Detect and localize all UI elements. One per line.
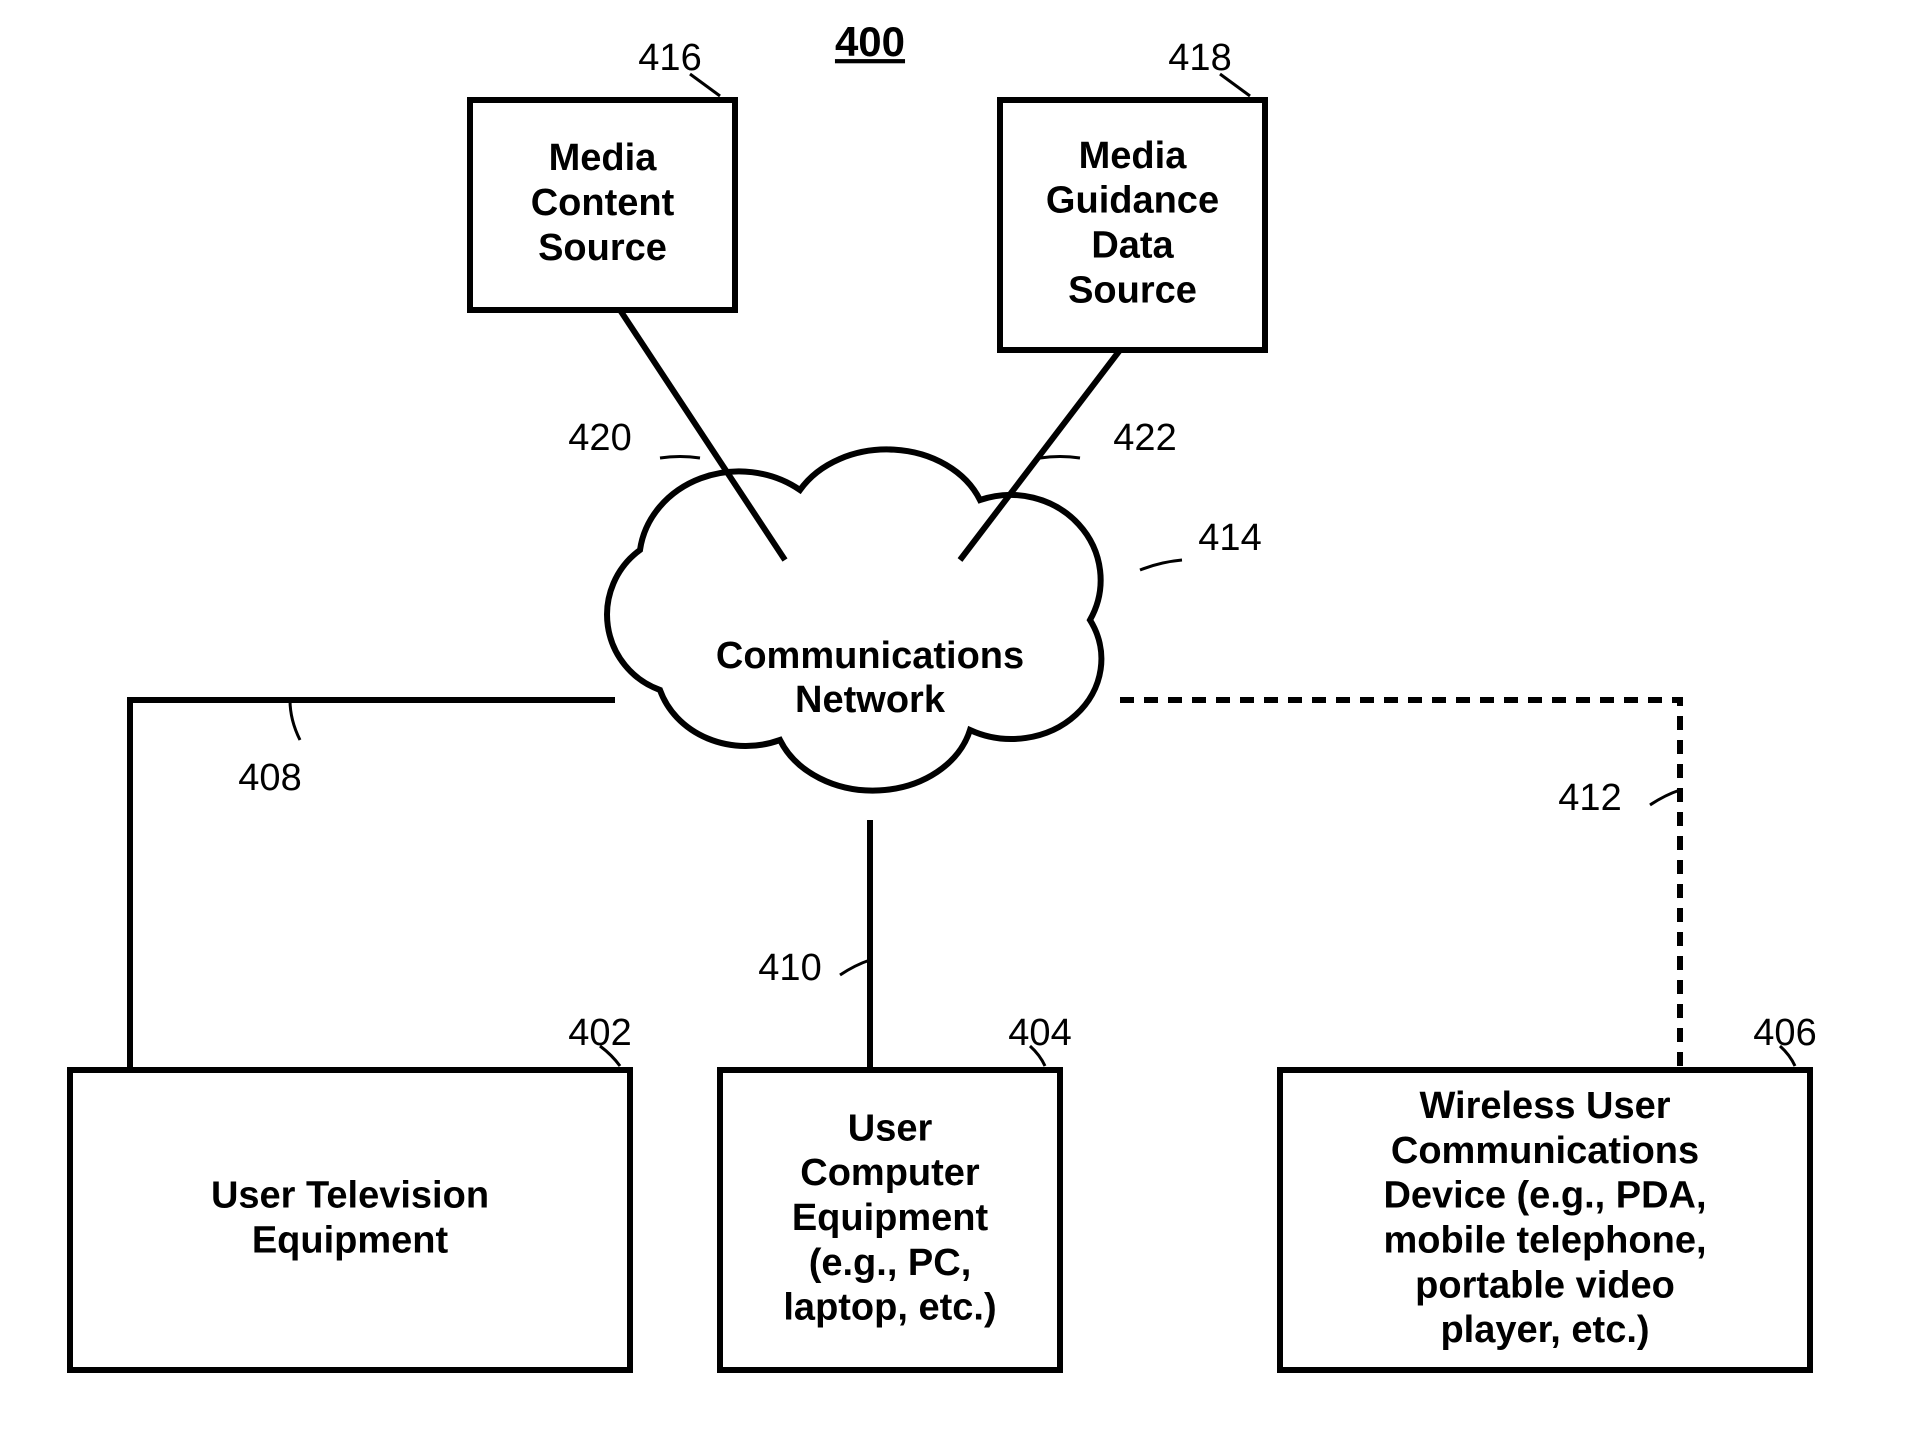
box-label-media-content-source: Media	[549, 137, 658, 179]
box-label-wireless-user-communications-device: player, etc.)	[1440, 1309, 1649, 1351]
edge-412	[1120, 700, 1680, 1070]
cloud-label: Communications	[716, 635, 1024, 677]
box-label-wireless-user-communications-device: portable video	[1415, 1264, 1675, 1306]
box-label-user-computer-equipment: Equipment	[792, 1197, 989, 1239]
box-label-media-guidance-data-source: Media	[1079, 135, 1188, 177]
ref-418: 418	[1168, 37, 1231, 79]
box-label-user-computer-equipment: (e.g., PC,	[809, 1242, 972, 1284]
ref-416: 416	[638, 37, 701, 79]
edge-408	[130, 700, 615, 1070]
ref-tick-420	[660, 457, 700, 459]
ref-414: 414	[1198, 517, 1261, 559]
cloud-label: Network	[795, 679, 946, 721]
ref-404: 404	[1008, 1012, 1071, 1054]
box-label-user-computer-equipment: User	[848, 1107, 933, 1149]
box-label-user-computer-equipment: Computer	[800, 1152, 980, 1194]
figure-number: 400	[835, 18, 905, 65]
box-label-media-guidance-data-source: Source	[1068, 269, 1197, 311]
ref-tick-410	[840, 960, 870, 975]
box-label-user-television-equipment: Equipment	[252, 1219, 449, 1261]
ref-tick-414	[1140, 560, 1182, 570]
ref-420: 420	[568, 417, 631, 459]
ref-tick-408	[290, 700, 300, 740]
box-label-media-content-source: Content	[531, 182, 675, 224]
cloud-communications-network	[607, 449, 1101, 790]
ref-406: 406	[1753, 1012, 1816, 1054]
ref-408: 408	[238, 757, 301, 799]
box-label-user-computer-equipment: laptop, etc.)	[783, 1287, 996, 1329]
box-label-wireless-user-communications-device: Communications	[1391, 1130, 1699, 1172]
box-label-user-television-equipment: User Television	[211, 1175, 489, 1217]
ref-tick-416	[690, 74, 720, 96]
ref-422: 422	[1113, 417, 1176, 459]
ref-tick-412	[1650, 790, 1680, 805]
box-label-media-guidance-data-source: Guidance	[1046, 180, 1219, 222]
ref-tick-422	[1040, 457, 1080, 459]
box-label-wireless-user-communications-device: Device (e.g., PDA,	[1383, 1175, 1706, 1217]
box-label-wireless-user-communications-device: Wireless User	[1419, 1085, 1670, 1127]
box-label-media-content-source: Source	[538, 227, 667, 269]
ref-412: 412	[1558, 777, 1621, 819]
ref-tick-418	[1220, 74, 1250, 96]
ref-410: 410	[758, 947, 821, 989]
box-label-media-guidance-data-source: Data	[1091, 224, 1174, 266]
box-label-wireless-user-communications-device: mobile telephone,	[1383, 1219, 1706, 1261]
